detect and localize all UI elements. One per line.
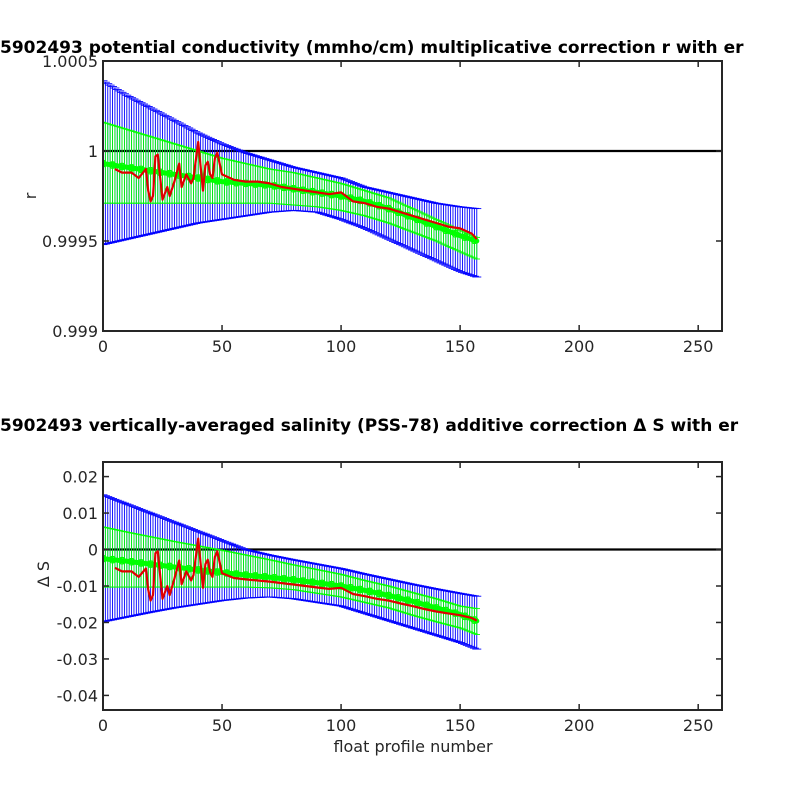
x-tick-label: 200 [564,337,595,356]
y-tick-label: 0.9995 [42,232,98,251]
fit-marker [165,169,174,178]
fit-marker [222,178,231,186]
chart-title: 5902493 vertically-averaged salinity (PS… [0,416,739,436]
error-bars-blue [103,80,482,278]
x-tick-label: 50 [212,337,232,356]
fit-marker [108,555,117,564]
fit-marker [299,577,307,585]
x-tick-label: 100 [326,716,357,735]
y-tick-label: -0.02 [57,613,98,632]
x-tick-label: 200 [564,716,595,735]
panel-conductivity-correction: 5902493 potential conductivity (mmho/cm)… [0,38,744,356]
plot-area [103,80,722,278]
y-tick-label: 0.999 [52,322,98,341]
fit-marker [108,161,117,169]
y-axis-label: Δ S [34,561,53,587]
x-tick-label: 50 [212,716,232,735]
fit-marker [165,562,174,571]
error-bars-green [103,121,480,260]
fit-marker [213,176,222,185]
fit-marker [103,159,107,168]
panel-salinity-correction: 5902493 vertically-averaged salinity (PS… [0,416,739,756]
fit-marker [451,229,460,238]
fit-marker [118,162,126,171]
x-tick-label: 150 [445,337,476,356]
fit-marker [127,164,136,172]
fit-marker [375,589,384,598]
fit-marker [384,591,393,600]
axes-box [102,60,723,332]
y-tick-label: -0.03 [57,650,98,669]
fit-marker [308,578,317,587]
fit-marker [356,585,365,594]
fit-marker [103,554,107,563]
plot-area [103,494,722,650]
x-tick-label: 250 [683,716,714,735]
fit-marker [365,587,374,596]
fit-marker [470,616,479,624]
x-tick-label: 100 [326,337,357,356]
x-axis-label: float profile number [333,737,493,756]
y-tick-label: 1 [88,142,98,161]
fit-marker [403,596,412,605]
y-tick-label: 0 [88,541,98,560]
x-tick-label: 250 [683,337,714,356]
fit-marker [289,575,298,584]
y-tick-label: -0.01 [57,577,98,596]
fit-marker [318,579,326,588]
error-bars-blue [103,494,482,650]
fit-marker [118,556,126,565]
fit-marker [460,233,469,242]
fit-marker [241,179,250,188]
correction-line-red [114,537,478,622]
y-tick-label: -0.04 [57,686,98,705]
correction-line-red [114,140,478,240]
error-bars-green [103,526,480,635]
fit-marker [127,557,136,566]
y-axis-label: r [21,192,40,199]
x-tick-label: 0 [98,337,108,356]
chart-title: 5902493 potential conductivity (mmho/cm)… [0,38,744,58]
fit-marker [394,593,403,602]
fit-marker [413,598,422,607]
fit-marker [346,583,355,592]
y-tick-label: 0.02 [62,468,98,487]
x-tick-label: 0 [98,716,108,735]
fit-marker [270,573,279,582]
fit-marker [260,180,269,189]
fit-marker [356,196,365,205]
fit-marker [137,559,145,567]
fit-marker [280,574,288,583]
fit-marker [337,582,345,590]
y-tick-label: 0.01 [62,504,98,523]
x-tick-label: 150 [445,716,476,735]
y-tick-label: 1.0005 [42,52,98,71]
fit-marker [184,564,193,573]
